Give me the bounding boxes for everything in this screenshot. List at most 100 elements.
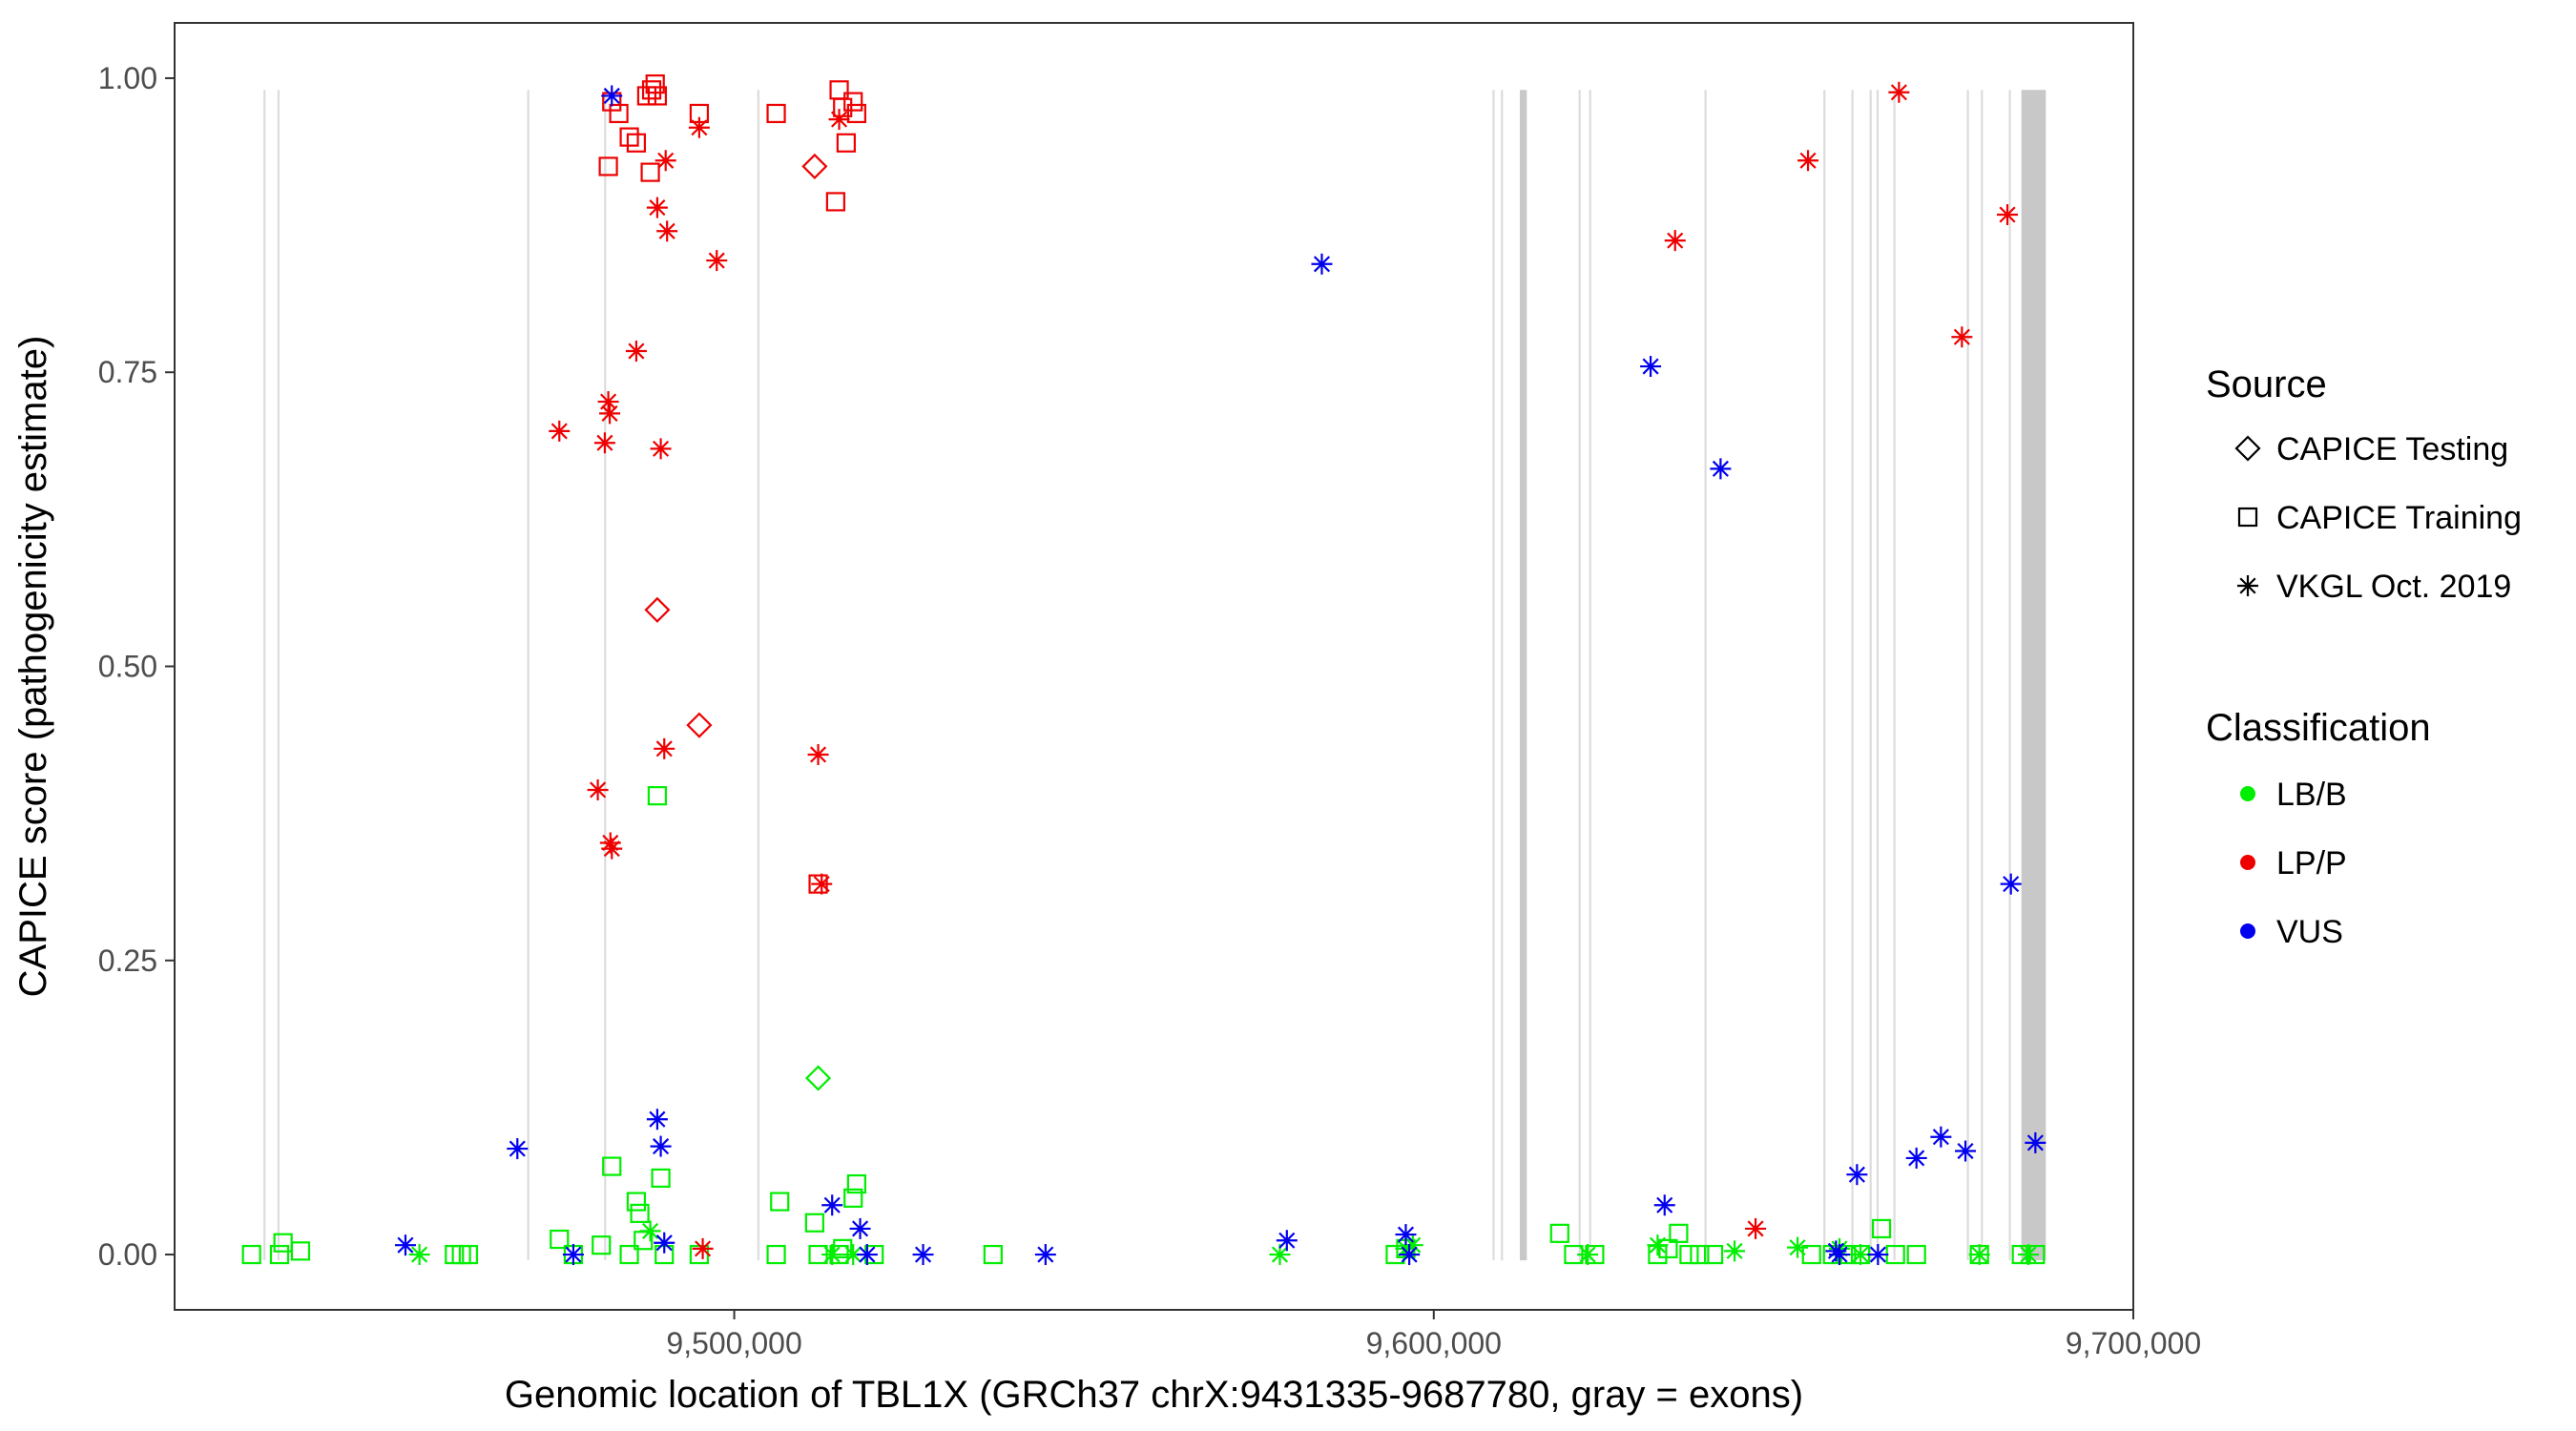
exon-band [2021,90,2046,1261]
data-point [1846,1164,1868,1186]
data-point [1710,458,1732,480]
data-point [1797,150,1819,172]
data-point [593,432,615,454]
data-point [650,1135,672,1157]
data-point [650,438,672,460]
data-point [825,192,845,212]
data-point [602,1156,622,1176]
data-point [241,1244,261,1265]
legend-source-items: CAPICE Testing CAPICE Training VKGL Oct. 2… [2234,431,2522,605]
legend: Source CAPICE Testing CAPICE Training VKGL… [2206,363,2522,950]
data-point [625,341,647,363]
data-point [1905,1147,1927,1169]
data-point [843,1188,863,1208]
exon-band [1869,90,1872,1261]
data-point [507,1138,529,1160]
data-point [549,420,571,442]
data-point [640,162,660,182]
data-point [1724,1240,1746,1262]
exon-band [263,90,266,1261]
data-point [912,1244,934,1266]
data-point [1871,1218,1892,1239]
data-point [1577,1244,1599,1266]
data-point [1703,1244,1724,1265]
data-point [1399,1244,1421,1266]
data-point [647,786,668,806]
data-point [1395,1224,1417,1246]
data-point [1647,1234,1669,1256]
data-point [766,1244,786,1265]
data-point [1658,1238,1678,1258]
data-point [592,1235,612,1255]
data-point [601,838,623,860]
data-point [639,1220,661,1242]
data-point [1930,1126,1952,1148]
data-point [688,116,710,138]
data-point [856,1244,878,1266]
exon-band [1501,90,1504,1261]
y-tick-label: 1.00 [98,61,157,95]
data-point [846,1173,866,1194]
data-point [601,85,623,107]
exon-band [1981,90,1984,1261]
data-point [1640,356,1662,378]
data-point [849,1217,871,1239]
data-point [290,1241,311,1261]
data-point [1968,1244,1990,1266]
data-point [1311,253,1333,275]
legend-class-items: LB/B LP/P VUS [2240,777,2347,950]
data-point [836,133,856,153]
y-tick-label: 0.75 [98,355,157,389]
y-tick-label: 0.50 [98,650,157,684]
data-point [833,1238,853,1258]
data-point [1955,1140,1977,1162]
data-point [846,103,866,124]
y-axis-label: CAPICE score (pathogenicity estimate) [12,336,54,998]
exon-band [1704,90,1707,1261]
data-point [394,1234,416,1256]
data-point [1951,326,1973,348]
data-point [598,156,618,176]
exon-band [1876,90,1880,1261]
data-point [1653,1194,1675,1216]
data-point [807,743,829,765]
data-point [1787,1236,1809,1258]
data-point [458,1244,479,1265]
data-point [770,1192,790,1212]
exon-band [527,90,530,1261]
legend-source-title: Source [2206,363,2327,405]
data-point [801,153,828,179]
legend-source-label: VKGL Oct. 2019 [2276,569,2511,605]
data-point [821,1194,843,1216]
data-point [1269,1244,1291,1266]
data-point [654,150,676,172]
data-point [408,1244,430,1266]
data-point [630,1203,650,1223]
x-tick-label: 9,500,000 [666,1326,801,1360]
legend-class-title: Classification [2206,707,2431,749]
data-point [1690,1244,1710,1265]
data-point [1906,1244,1926,1265]
data-point [550,1229,570,1250]
exon-band [604,90,607,1261]
legend-source-label: CAPICE Testing [2276,431,2508,467]
data-point [983,1244,1003,1265]
data-point [1829,1244,1851,1266]
data-point [1745,1217,1767,1239]
legend-key-square [2237,507,2258,528]
data-point [651,1168,671,1188]
data-point [706,250,728,272]
data-point [1549,1223,1569,1243]
data-point [626,1192,647,1212]
exon-band [1851,90,1854,1261]
y-tick-label: 0.25 [98,944,157,978]
legend-source-label: CAPICE Training [2276,500,2522,536]
exon-band [1589,90,1591,1261]
exon-band [1823,90,1826,1261]
data-point [1801,1244,1821,1265]
data-point [766,103,786,124]
data-point [654,737,675,759]
data-point [805,1065,832,1091]
